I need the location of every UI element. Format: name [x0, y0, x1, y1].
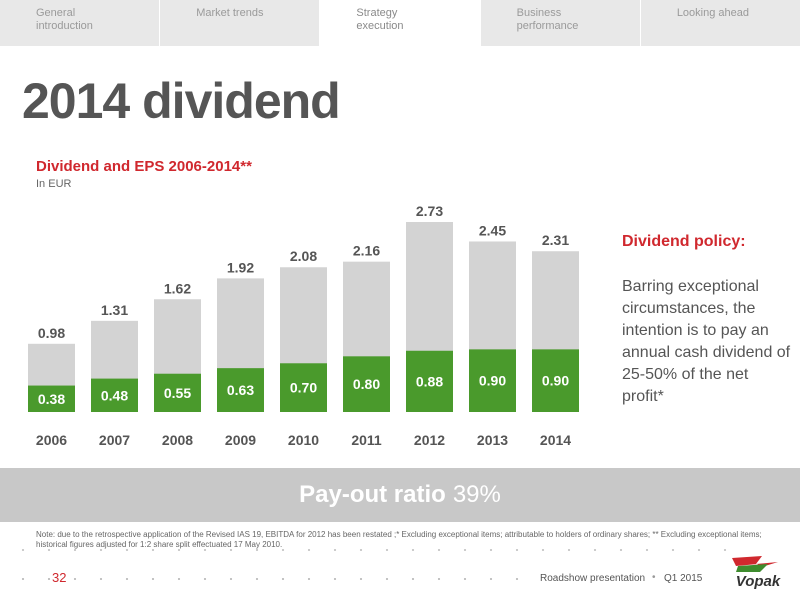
dividend-bar	[469, 349, 516, 412]
dividend-bar	[532, 349, 579, 412]
tab-strategy-execution[interactable]: Strategy execution	[320, 0, 481, 46]
dividend-bar	[28, 385, 75, 412]
payout-ratio-band: Pay-out ratio 39%	[0, 468, 800, 522]
section-tabs: General introduction Market trends Strat…	[0, 0, 800, 46]
divider	[10, 549, 730, 551]
page-number: 32	[52, 570, 67, 585]
dividend-bar	[217, 368, 264, 412]
policy-text: Barring exceptional circumstances, the i…	[622, 278, 791, 405]
footer-date: Q1 2015	[664, 573, 703, 584]
page-title-bold: 2014	[22, 73, 130, 129]
payout-ratio-value: 39%	[452, 481, 501, 508]
eps-value-label: 2.08	[290, 248, 317, 264]
tab-looking-ahead[interactable]: Looking ahead	[640, 0, 800, 46]
tab-label: Looking ahead	[676, 7, 749, 19]
eps-value-label: 0.98	[38, 325, 65, 341]
dividend-value-label: 0.70	[290, 380, 317, 396]
year-tick-label: 2006	[36, 432, 67, 448]
tab-label: General introduction	[36, 7, 93, 32]
eps-value-label: 1.31	[101, 302, 128, 318]
eps-value-label: 2.73	[416, 203, 443, 219]
payout-ratio-label: Pay-out ratio	[299, 481, 446, 508]
dividend-value-label: 0.38	[38, 391, 65, 407]
tab-label: Strategy execution	[356, 7, 404, 32]
dividend-bar	[280, 363, 327, 412]
chart-unit: In EUR	[36, 178, 72, 190]
year-tick-label: 2008	[162, 432, 193, 448]
tab-label: Business performance	[516, 7, 579, 32]
year-tick-label: 2009	[225, 432, 256, 448]
dividend-value-label: 0.90	[542, 373, 569, 389]
chart-title: Dividend and EPS 2006-2014**	[36, 158, 252, 175]
year-tick-label: 2013	[477, 432, 508, 448]
year-tick-label: 2007	[99, 432, 130, 448]
dividend-bar	[91, 378, 138, 412]
year-tick-label: 2010	[288, 432, 319, 448]
footer-label: Roadshow presentation	[540, 573, 646, 584]
eps-value-label: 2.31	[542, 232, 569, 248]
dividend-value-label: 0.88	[416, 373, 443, 389]
footer-separator: •	[652, 572, 656, 583]
dividend-bar	[343, 356, 390, 412]
dividend-value-label: 0.90	[479, 373, 506, 389]
eps-value-label: 1.92	[227, 259, 254, 275]
tab-market-trends[interactable]: Market trends	[160, 0, 321, 46]
dividend-value-label: 0.48	[101, 387, 128, 403]
policy-title: Dividend policy:	[622, 233, 746, 250]
year-tick-label: 2014	[540, 432, 571, 448]
dividend-eps-chart: 0.98 0.38 2006 1.31 0.48 2007 1.62 0.55 2008 1.92…	[28, 203, 579, 448]
year-tick-label: 2012	[414, 432, 445, 448]
page-title-rest: dividend	[142, 73, 341, 129]
divider	[10, 578, 530, 580]
dividend-bar	[406, 350, 453, 412]
vopak-logo: Vopak	[732, 556, 781, 590]
dividend-bar	[154, 373, 201, 412]
dividend-value-label: 0.80	[353, 376, 380, 392]
dividend-value-label: 0.55	[164, 385, 191, 401]
logo-text: Vopak	[736, 573, 781, 590]
eps-value-label: 2.16	[353, 243, 380, 259]
dividend-value-label: 0.63	[227, 382, 254, 398]
tab-general-introduction[interactable]: General introduction	[0, 0, 161, 46]
footnote: Note: due to the retrospective applicati…	[36, 530, 762, 549]
year-tick-label: 2011	[351, 432, 382, 448]
tab-business-performance[interactable]: Business performance	[480, 0, 641, 46]
page-title: 2014 dividend	[22, 72, 341, 130]
eps-value-label: 2.45	[479, 222, 506, 238]
tab-label: Market trends	[196, 7, 264, 19]
eps-value-label: 1.62	[164, 280, 191, 296]
